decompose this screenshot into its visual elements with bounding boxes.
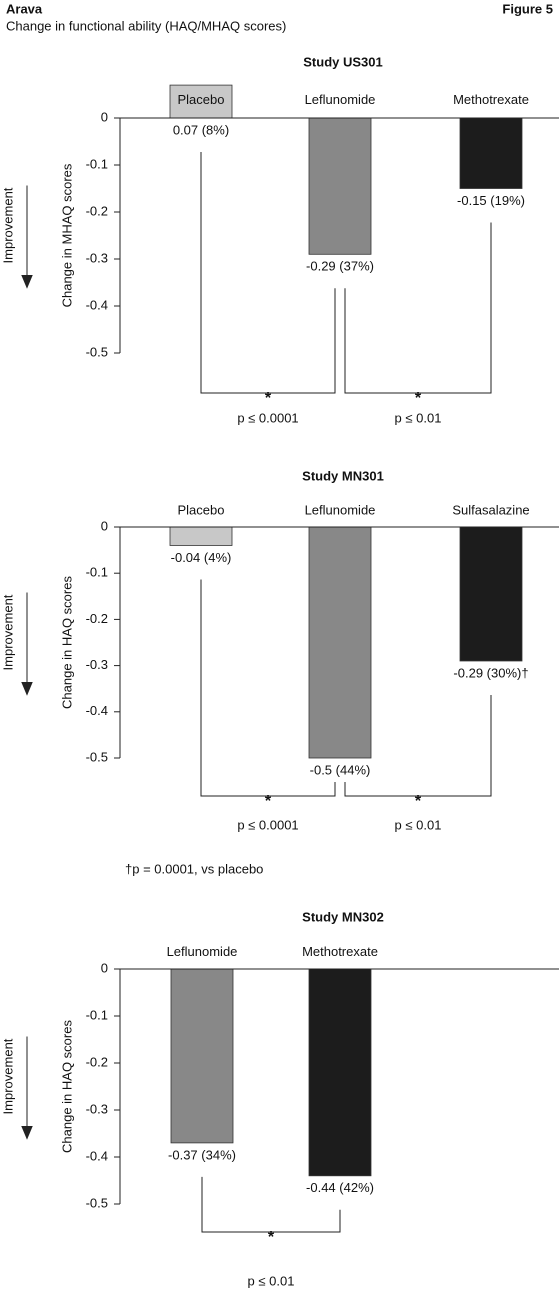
- significance-bracket: [201, 1176, 341, 1233]
- bar: [169, 84, 233, 119]
- y-tick-label: -0.4: [86, 297, 108, 312]
- arrow-head: [21, 275, 33, 289]
- significance-marker: *: [265, 793, 272, 810]
- side-label: Improvement: [0, 594, 15, 670]
- significance-marker: *: [415, 390, 422, 407]
- value-label: -0.04 (4%): [171, 550, 232, 565]
- category-label: Placebo: [178, 92, 225, 107]
- significance-bracket: [344, 694, 492, 797]
- figure-label: Figure 5: [502, 1, 553, 16]
- bar: [308, 968, 372, 1177]
- category-label: Sulfasalazine: [452, 502, 529, 517]
- value-label: -0.29 (37%): [306, 259, 374, 274]
- panel-title: Study MN302: [302, 909, 384, 924]
- y-tick-label: -0.2: [86, 611, 108, 626]
- p-value-label: p ≤ 0.01: [248, 1273, 295, 1288]
- value-label: -0.44 (42%): [306, 1180, 374, 1195]
- y-tick-label: -0.2: [86, 1054, 108, 1069]
- significance-bracket: [344, 222, 492, 394]
- bar: [459, 526, 523, 662]
- panel-title: Study MN301: [302, 468, 384, 483]
- significance-bracket: [200, 152, 336, 394]
- significance-bracket: [200, 579, 336, 797]
- y-tick-label: 0: [101, 109, 108, 124]
- value-label: 0.07 (8%): [173, 122, 229, 137]
- value-label: -0.15 (19%): [457, 193, 525, 208]
- p-value-label: p ≤ 0.01: [395, 410, 442, 425]
- arrow-head: [21, 1126, 33, 1140]
- panel: Study US301 Change in MHAQ scores Improvem…: [0, 54, 559, 425]
- footnote: †p = 0.0001, vs placebo: [125, 861, 263, 876]
- y-tick-label: -0.3: [86, 1101, 108, 1116]
- category-label: Methotrexate: [453, 92, 529, 107]
- y-tick-label: 0: [101, 518, 108, 533]
- arrow-head: [21, 682, 33, 696]
- side-label: Improvement: [0, 1038, 15, 1114]
- header-subtitle: Change in functional ability (HAQ/MHAQ s…: [6, 18, 286, 33]
- p-value-label: p ≤ 0.0001: [237, 817, 298, 832]
- y-axis-label: Change in HAQ scores: [59, 576, 74, 709]
- y-tick-label: -0.1: [86, 1007, 108, 1022]
- y-tick-label: -0.3: [86, 250, 108, 265]
- y-tick-label: -0.2: [86, 203, 108, 218]
- significance-marker: *: [265, 390, 272, 407]
- y-tick-label: -0.5: [86, 344, 108, 359]
- category-label: Leflunomide: [305, 502, 376, 517]
- y-tick-label: 0: [101, 960, 108, 975]
- y-tick-label: -0.3: [86, 657, 108, 672]
- side-label: Improvement: [0, 187, 15, 263]
- bar: [170, 968, 234, 1144]
- bar: [308, 117, 372, 255]
- y-tick-label: -0.4: [86, 1148, 108, 1163]
- category-label: Methotrexate: [302, 944, 378, 959]
- bar: [308, 526, 372, 759]
- y-axis-label: Change in HAQ scores: [59, 1020, 74, 1153]
- p-value-label: p ≤ 0.01: [395, 817, 442, 832]
- bar: [169, 526, 233, 546]
- y-tick-label: -0.5: [86, 749, 108, 764]
- y-tick-label: -0.1: [86, 156, 108, 171]
- panel-title: Study US301: [303, 54, 382, 69]
- value-label: -0.37 (34%): [168, 1147, 236, 1162]
- category-label: Placebo: [178, 502, 225, 517]
- significance-marker: *: [415, 793, 422, 810]
- value-label: -0.29 (30%)†: [453, 665, 528, 680]
- value-label: -0.5 (44%): [310, 762, 371, 777]
- panel: Study MN301 Change in HAQ scores Improveme…: [0, 468, 559, 876]
- category-label: Leflunomide: [305, 92, 376, 107]
- y-tick-label: -0.1: [86, 565, 108, 580]
- bar: [459, 117, 523, 189]
- y-tick-label: -0.4: [86, 703, 108, 718]
- category-label: Leflunomide: [167, 944, 238, 959]
- panel: Study MN302 Change in HAQ scores Improveme…: [0, 909, 559, 1288]
- p-value-label: p ≤ 0.0001: [237, 410, 298, 425]
- header-title: Arava: [6, 1, 43, 16]
- y-tick-label: -0.5: [86, 1195, 108, 1210]
- y-axis-label: Change in MHAQ scores: [59, 163, 74, 307]
- significance-marker: *: [268, 1229, 275, 1246]
